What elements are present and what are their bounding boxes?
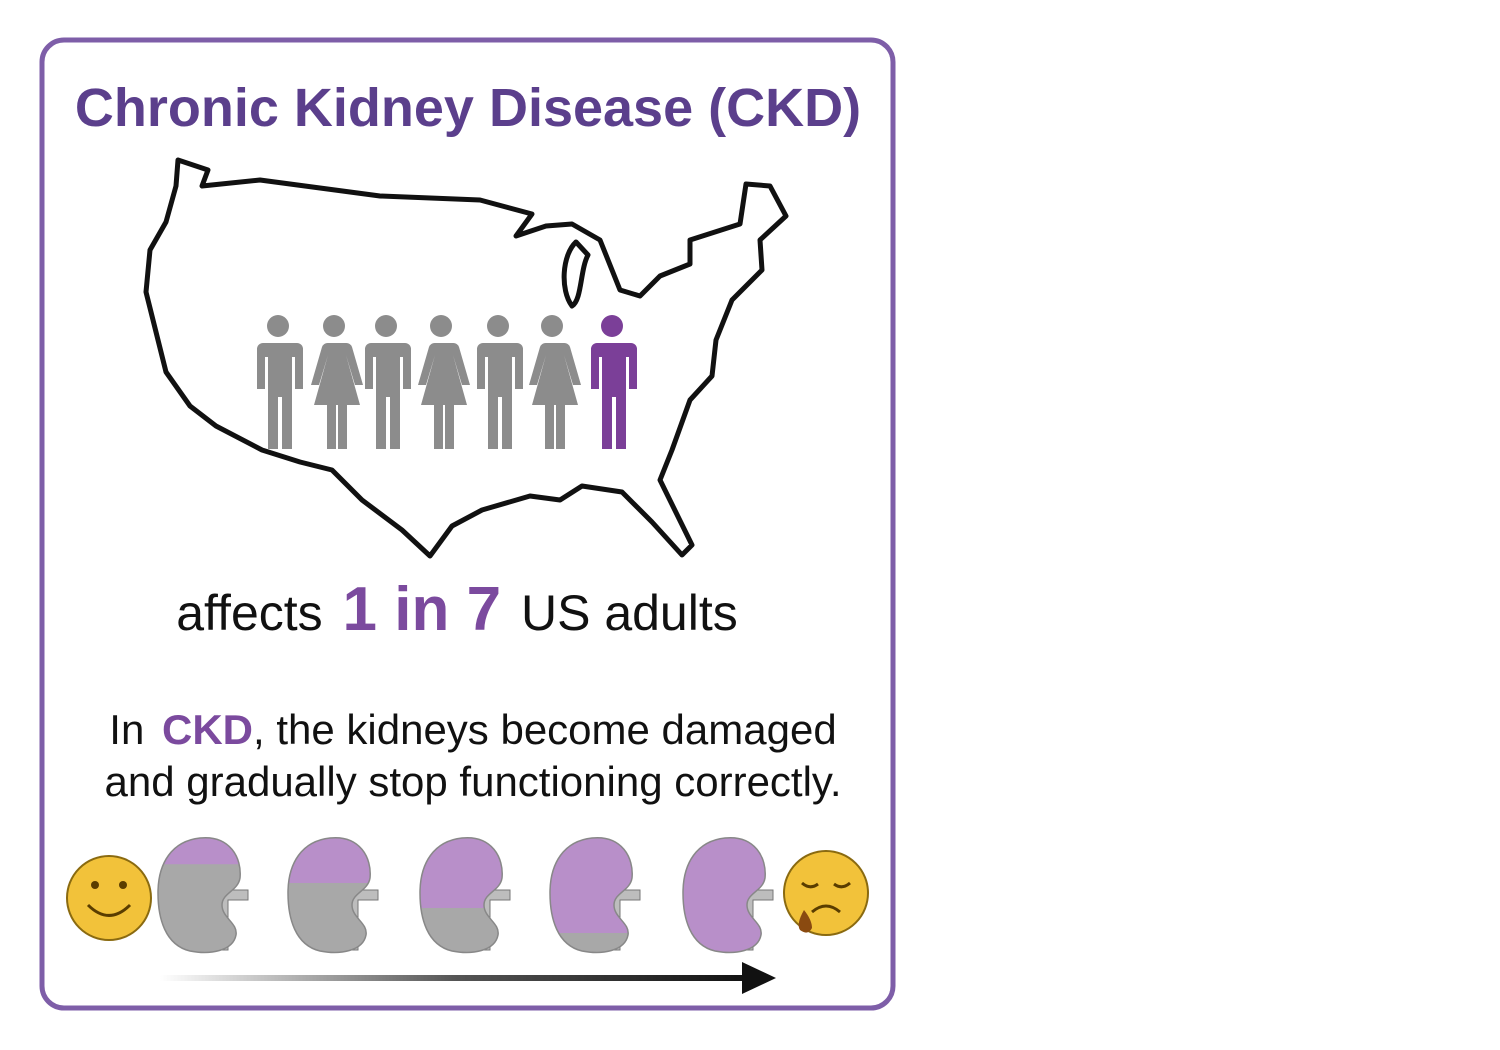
description-rest: , the kidneys become damaged	[253, 706, 837, 753]
progress-arrow	[160, 962, 776, 994]
description-line: and gradually stop functioning correctly…	[105, 758, 842, 805]
kidney	[549, 836, 641, 954]
description-line: In CKD, the kidneys become damaged	[109, 706, 836, 753]
description-start: In	[109, 706, 144, 753]
kidney-body	[683, 837, 766, 953]
kidney	[419, 836, 511, 954]
stat-line: affects 1 in 7 US adults	[176, 575, 738, 644]
happy-face	[66, 855, 152, 941]
kidney-stages	[157, 836, 774, 954]
card-frame	[39, 37, 896, 1011]
kidney	[157, 836, 249, 954]
description-highlight: CKD	[162, 706, 253, 753]
sad-face	[783, 850, 869, 936]
kidney	[682, 836, 774, 954]
stat-highlight: 1 in 7	[343, 575, 502, 644]
us-map	[143, 157, 789, 559]
stat-prefix: affects	[176, 585, 322, 641]
title: Chronic Kidney Disease (CKD)	[75, 78, 861, 138]
stat-suffix: US adults	[521, 585, 738, 641]
